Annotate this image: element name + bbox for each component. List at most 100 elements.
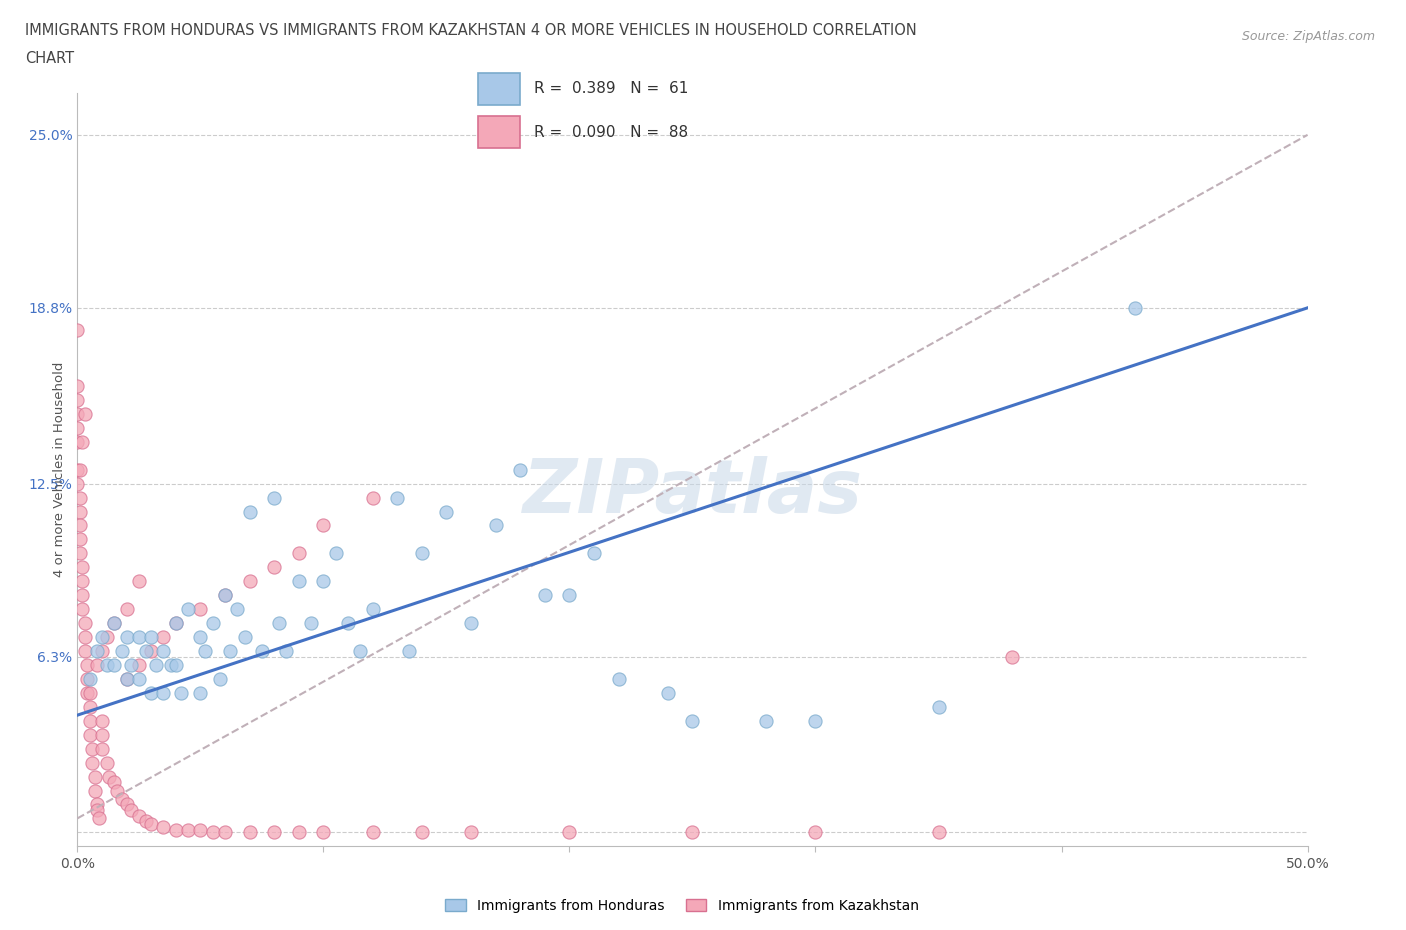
Point — [165, 658, 187, 672]
Point — [190, 630, 212, 644]
Point — [66, 476, 89, 491]
Point — [361, 825, 384, 840]
Point — [103, 658, 125, 672]
Text: IMMIGRANTS FROM HONDURAS VS IMMIGRANTS FROM KAZAKHSTAN 4 OR MORE VEHICLES IN HOU: IMMIGRANTS FROM HONDURAS VS IMMIGRANTS F… — [25, 23, 917, 38]
Point — [201, 825, 224, 840]
Point — [121, 803, 143, 817]
Point — [509, 462, 531, 477]
Point — [111, 644, 132, 658]
Point — [928, 699, 950, 714]
Point — [239, 574, 262, 589]
Point — [90, 644, 114, 658]
Point — [1001, 649, 1024, 664]
Y-axis label: 4 or more Vehicles in Household: 4 or more Vehicles in Household — [53, 362, 66, 578]
Point — [201, 616, 224, 631]
Point — [86, 644, 108, 658]
Point — [558, 825, 581, 840]
Point — [165, 616, 187, 631]
Point — [103, 616, 125, 631]
Point — [66, 323, 89, 338]
Point — [804, 825, 827, 840]
Point — [128, 574, 150, 589]
Point — [115, 797, 138, 812]
Point — [79, 713, 101, 728]
Point — [288, 546, 311, 561]
Point — [194, 644, 217, 658]
Point — [214, 588, 236, 603]
Point — [263, 560, 285, 575]
Point — [73, 406, 96, 421]
Point — [90, 630, 114, 644]
Point — [103, 616, 125, 631]
Point — [226, 602, 249, 617]
Point — [66, 462, 89, 477]
Point — [145, 658, 167, 672]
Point — [583, 546, 606, 561]
Point — [219, 644, 242, 658]
Point — [250, 644, 273, 658]
Point — [152, 644, 174, 658]
Point — [214, 588, 236, 603]
Point — [288, 825, 311, 840]
Point — [460, 616, 482, 631]
Point — [66, 379, 89, 393]
Point — [76, 671, 98, 686]
Point — [177, 822, 200, 837]
Point — [165, 822, 187, 837]
Point — [86, 803, 108, 817]
Point — [86, 797, 108, 812]
Point — [361, 490, 384, 505]
Point — [233, 630, 256, 644]
Point — [209, 671, 232, 686]
Point — [79, 699, 101, 714]
Point — [460, 825, 482, 840]
Point — [69, 504, 91, 519]
Point — [1125, 300, 1147, 315]
Point — [79, 685, 101, 700]
Point — [682, 713, 704, 728]
Point — [534, 588, 557, 603]
Point — [269, 616, 291, 631]
Point — [66, 420, 89, 435]
Point — [607, 671, 630, 686]
Point — [128, 671, 150, 686]
FancyBboxPatch shape — [478, 116, 520, 148]
Point — [276, 644, 298, 658]
Point — [928, 825, 950, 840]
Point — [411, 546, 433, 561]
Point — [115, 602, 138, 617]
Point — [128, 658, 150, 672]
Point — [436, 504, 458, 519]
Point — [214, 825, 236, 840]
Point — [170, 685, 193, 700]
Point — [121, 658, 143, 672]
Point — [165, 616, 187, 631]
Point — [76, 658, 98, 672]
Point — [387, 490, 409, 505]
Point — [66, 406, 89, 421]
Point — [96, 630, 118, 644]
Point — [263, 490, 285, 505]
Legend: Immigrants from Honduras, Immigrants from Kazakhstan: Immigrants from Honduras, Immigrants fro… — [440, 894, 924, 919]
Text: Source: ZipAtlas.com: Source: ZipAtlas.com — [1241, 30, 1375, 43]
Text: CHART: CHART — [25, 51, 75, 66]
Point — [90, 713, 114, 728]
Point — [70, 434, 93, 449]
Point — [89, 811, 111, 826]
Point — [141, 817, 163, 831]
Point — [96, 658, 118, 672]
Point — [135, 814, 157, 829]
Point — [82, 755, 104, 770]
Point — [485, 518, 508, 533]
Point — [337, 616, 360, 631]
Point — [69, 462, 91, 477]
Point — [70, 602, 93, 617]
Point — [66, 392, 89, 407]
Point — [90, 727, 114, 742]
Point — [141, 630, 163, 644]
Point — [76, 685, 98, 700]
Point — [82, 741, 104, 756]
Point — [73, 616, 96, 631]
Point — [160, 658, 183, 672]
Point — [86, 658, 108, 672]
